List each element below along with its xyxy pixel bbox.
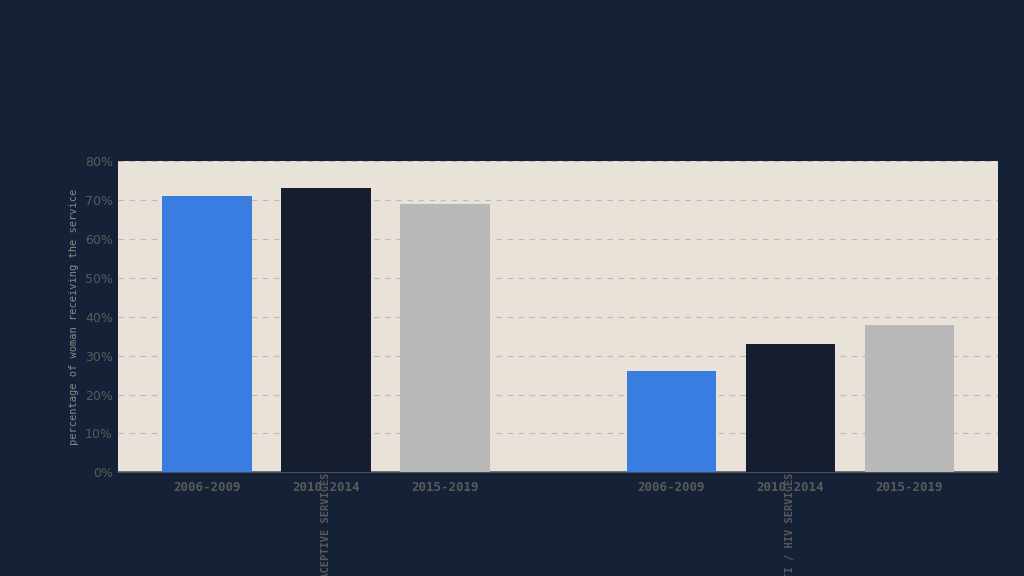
- Text: CONTRACEPTIVE SERVICES: CONTRACEPTIVE SERVICES: [321, 472, 331, 576]
- Text: STI / HIV SERVICES: STI / HIV SERVICES: [785, 472, 796, 576]
- Bar: [864, 325, 953, 472]
- Bar: [282, 188, 371, 472]
- Bar: [745, 344, 835, 472]
- Y-axis label: percentage of woman receiving the service: percentage of woman receiving the servic…: [70, 189, 79, 445]
- Bar: [163, 196, 252, 472]
- Bar: [627, 372, 716, 472]
- Text: RECEIVING SEXUAL AND REPRODUCTIVE HEALTH SERVICES: RECEIVING SEXUAL AND REPRODUCTIVE HEALTH…: [118, 138, 773, 158]
- Bar: [400, 204, 489, 472]
- Text: USA FROM 2006 TO 2019: PERCENTAGE OF WOMEN: USA FROM 2006 TO 2019: PERCENTAGE OF WOM…: [118, 121, 680, 141]
